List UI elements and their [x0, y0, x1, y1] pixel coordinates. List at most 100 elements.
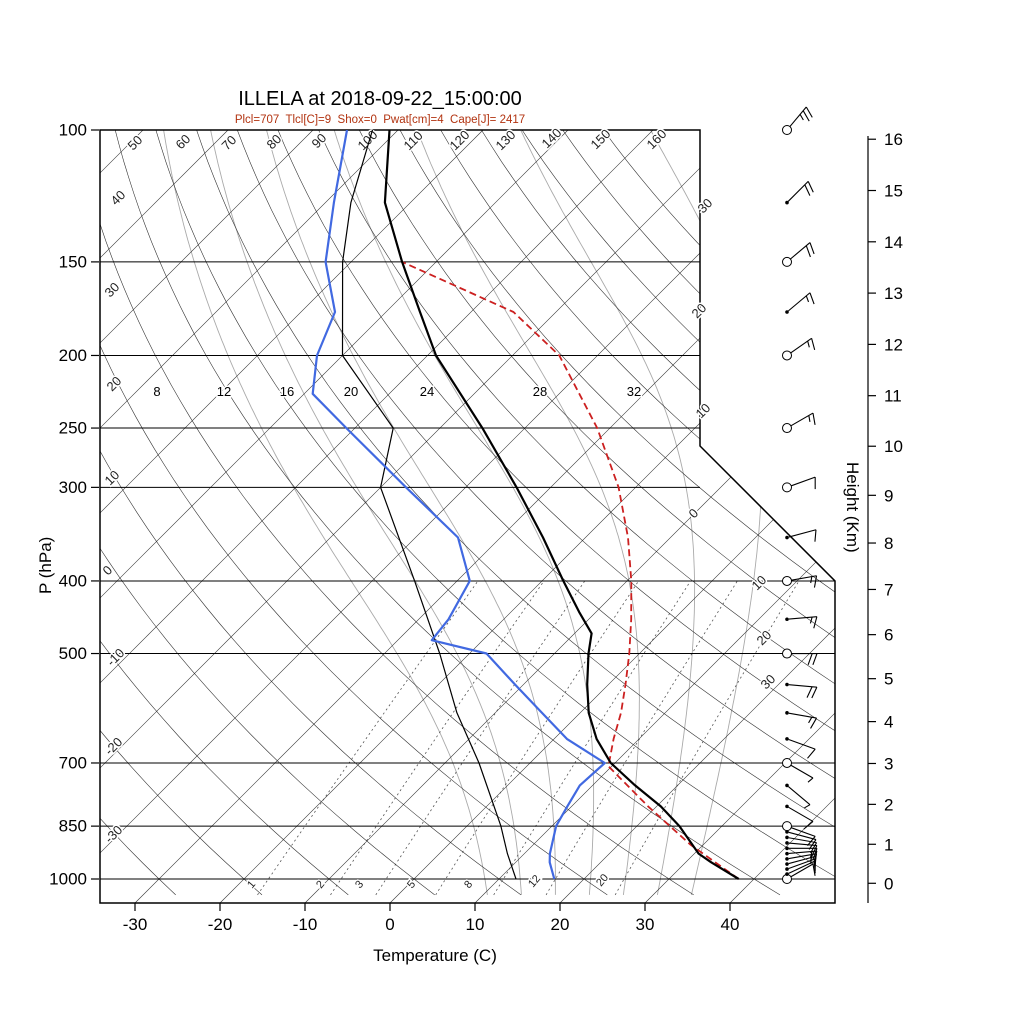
mandatory-level-circle — [782, 575, 792, 586]
height-tick-label: 0 — [884, 874, 893, 893]
mandatory-level-circle — [782, 423, 792, 434]
isotherm-line — [100, 130, 229, 903]
mandatory-level-circle — [782, 350, 792, 361]
height-tick-label: 12 — [884, 335, 903, 354]
level-dot — [785, 846, 789, 851]
wind-barb — [785, 711, 818, 729]
wind-barb — [782, 821, 816, 846]
dry-adiabat-line — [603, 130, 835, 896]
moist-adiabat-label: 32 — [627, 384, 641, 399]
height-tick-label: 4 — [884, 713, 893, 732]
dry-adiabat-label: 120 — [447, 127, 473, 153]
dry-adiabat-line — [562, 130, 835, 896]
dry-adiabat-line — [100, 130, 608, 896]
wind-barb — [785, 529, 817, 542]
wind-barb — [782, 337, 816, 361]
level-dot — [785, 804, 789, 809]
mandatory-level-circle — [782, 821, 792, 832]
wind-barb — [785, 850, 818, 863]
isotherm-label: 10 — [749, 572, 770, 593]
wind-barb — [785, 180, 814, 205]
dry-adiabat-line — [100, 130, 435, 896]
dry-adiabat-line — [399, 130, 835, 896]
isotherm-line — [304, 130, 835, 903]
isotherm-line — [389, 130, 835, 903]
isotherm-line — [100, 130, 314, 903]
dry-adiabat-label: 0 — [100, 562, 116, 578]
wind-barb — [785, 804, 814, 830]
temperature-tick-label: 40 — [721, 915, 740, 934]
dry-adiabat-label: 70 — [219, 132, 240, 153]
isotherm-line — [100, 130, 144, 903]
dry-adiabat-label: 60 — [173, 131, 194, 152]
level-dot — [785, 841, 789, 845]
wind-barb — [782, 648, 818, 665]
wind-barb — [785, 292, 815, 314]
pressure-tick-label: 100 — [59, 121, 87, 140]
mixing-ratio-label: 2 — [314, 879, 327, 891]
moist-adiabat-label: 20 — [344, 384, 358, 399]
height-tick-label: 8 — [884, 534, 893, 553]
moist-adiabat-line — [266, 130, 556, 895]
sounding-indices: Plcl=707 Tlcl[C]=9 Shox=0 Pwat[cm]=4 Cap… — [234, 114, 526, 126]
dry-adiabat-label: 40 — [108, 187, 129, 208]
dry-adiabat-label: 110 — [401, 128, 426, 153]
dry-adiabat-label: -20 — [102, 734, 126, 758]
level-dot — [785, 835, 789, 840]
mandatory-level-circle — [782, 482, 792, 493]
mixing-ratio-line — [545, 580, 738, 896]
isotherm-line — [644, 130, 835, 903]
moist-adiabat-label: 28 — [533, 384, 547, 399]
level-dot — [785, 682, 789, 687]
temperature-tick-label: 30 — [636, 915, 655, 934]
mixing-ratio-line — [257, 580, 479, 896]
wind-barb — [782, 106, 813, 135]
isotherm-label: 10 — [693, 400, 714, 421]
moist-adiabat-line — [520, 130, 696, 895]
mixing-ratio-label: 8 — [462, 879, 475, 891]
isotherm-line — [100, 130, 739, 903]
dewpoint-line — [311, 130, 606, 880]
dry-adiabat-label: 80 — [264, 131, 285, 152]
pressure-tick-label: 850 — [59, 817, 87, 836]
mixing-ratio-label: 1 — [245, 879, 258, 891]
mandatory-level-circle — [782, 256, 792, 267]
dry-adiabat-line — [318, 130, 835, 896]
height-tick-label: 13 — [884, 284, 903, 303]
dry-adiabat-line — [440, 130, 835, 896]
dry-adiabat-line — [100, 130, 349, 896]
height-tick-label: 11 — [884, 387, 902, 406]
plot-outline — [99, 129, 836, 904]
level-dot — [785, 535, 789, 540]
temperature-tick-label: -10 — [293, 915, 318, 934]
height-tick-label: 3 — [884, 754, 893, 773]
isotherm-line — [474, 130, 835, 903]
temperature-line — [383, 130, 740, 880]
wind-barb — [785, 846, 818, 860]
moist-adiabat-label: 8 — [153, 384, 160, 399]
dry-adiabat-line — [359, 130, 835, 896]
temperature-tick-label: 20 — [551, 915, 570, 934]
pressure-tick-label: 300 — [59, 478, 87, 497]
level-dot — [785, 200, 789, 205]
moist-adiabat-line — [333, 130, 595, 895]
dry-adiabat-label: 140 — [539, 125, 565, 151]
dry-adiabat-line — [155, 130, 835, 896]
mandatory-level-circle — [782, 125, 792, 135]
dry-adiabat-label: 10 — [102, 467, 123, 488]
dry-adiabat-line — [114, 130, 781, 896]
wind-barb — [782, 412, 816, 434]
dry-adiabat-line — [521, 130, 835, 896]
temperature-axis-title: Temperature (C) — [373, 946, 497, 965]
mixing-ratio-line — [375, 580, 586, 896]
isotherm-label: 20 — [754, 627, 775, 648]
pressure-tick-label: 500 — [59, 644, 87, 663]
mixing-ratio-line — [435, 580, 639, 896]
pressure-tick-label: 400 — [59, 571, 87, 590]
page-title: ILLELA at 2018-09-22_15:00:00 — [238, 88, 522, 110]
dry-adiabat-label: 90 — [309, 130, 330, 151]
level-dot — [785, 737, 789, 741]
dry-adiabat-line — [100, 130, 522, 896]
